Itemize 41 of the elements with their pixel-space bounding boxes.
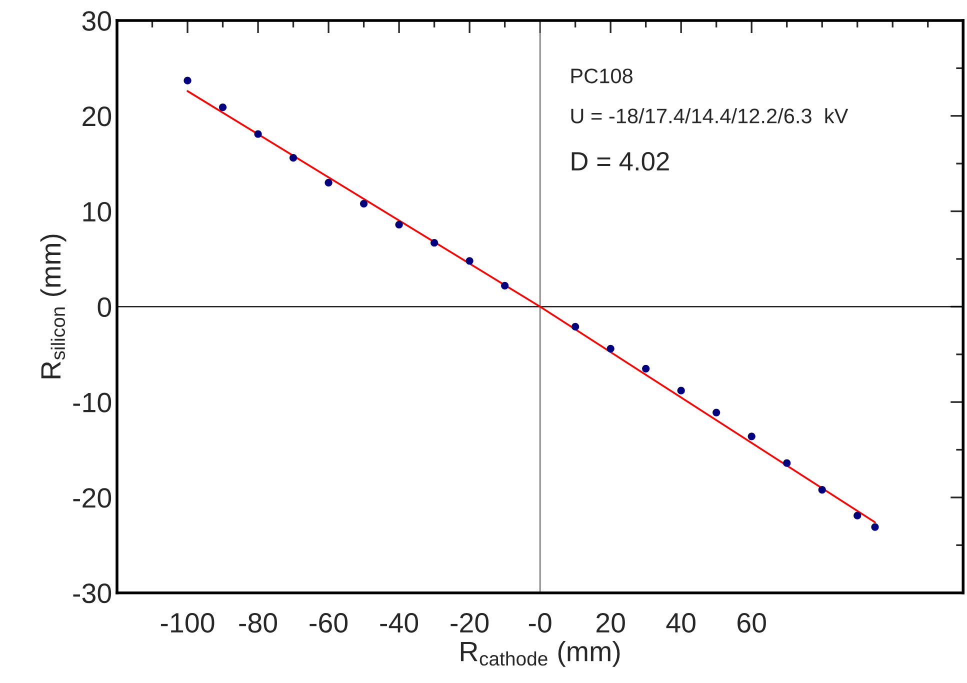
point bbox=[783, 459, 791, 467]
point bbox=[395, 220, 403, 228]
point bbox=[677, 386, 685, 394]
y-tick-label: -20 bbox=[73, 488, 112, 508]
point bbox=[218, 103, 227, 112]
point bbox=[254, 130, 262, 138]
point bbox=[818, 486, 826, 494]
y-tick-label: 30 bbox=[82, 11, 112, 31]
point bbox=[748, 432, 756, 440]
point bbox=[501, 282, 509, 290]
point bbox=[572, 322, 580, 331]
annotation: PC108 bbox=[571, 68, 632, 84]
x-tick-label: -60 bbox=[310, 613, 348, 633]
x-tick-label: -40 bbox=[380, 613, 418, 633]
point bbox=[854, 512, 862, 520]
x-tick-label: -100 bbox=[160, 613, 214, 633]
point bbox=[642, 364, 650, 372]
x-tick-label: 60 bbox=[738, 613, 766, 633]
y-tick-label: 0 bbox=[98, 297, 112, 318]
point bbox=[430, 238, 438, 247]
y-tick-label: 10 bbox=[83, 202, 112, 222]
point bbox=[606, 344, 614, 352]
y-axis-title: R$_{silicon}$ (mm) bbox=[40, 234, 66, 378]
x-tick-label: 40 bbox=[666, 613, 696, 633]
x-tick-label: -20 bbox=[450, 613, 489, 633]
point bbox=[712, 408, 720, 416]
y-tick-label: -10 bbox=[73, 392, 112, 412]
x-tick-label: -0 bbox=[528, 613, 552, 633]
x-tick-label: 20 bbox=[596, 613, 625, 633]
annotation: D = 4.02 bbox=[572, 152, 669, 171]
point bbox=[360, 200, 368, 208]
x-tick-label: -80 bbox=[239, 613, 278, 633]
y-tick-label: 20 bbox=[82, 106, 112, 126]
y-tick-label: -30 bbox=[73, 584, 112, 604]
point bbox=[871, 523, 879, 531]
point bbox=[324, 178, 332, 186]
x-axis-title: R$_{cathode}$ (mm) bbox=[460, 640, 620, 667]
point bbox=[184, 76, 192, 84]
annotation: U = -18/17.4/14.4/12.2/6.3 kV bbox=[571, 108, 848, 124]
point bbox=[466, 257, 474, 265]
point bbox=[289, 154, 298, 162]
